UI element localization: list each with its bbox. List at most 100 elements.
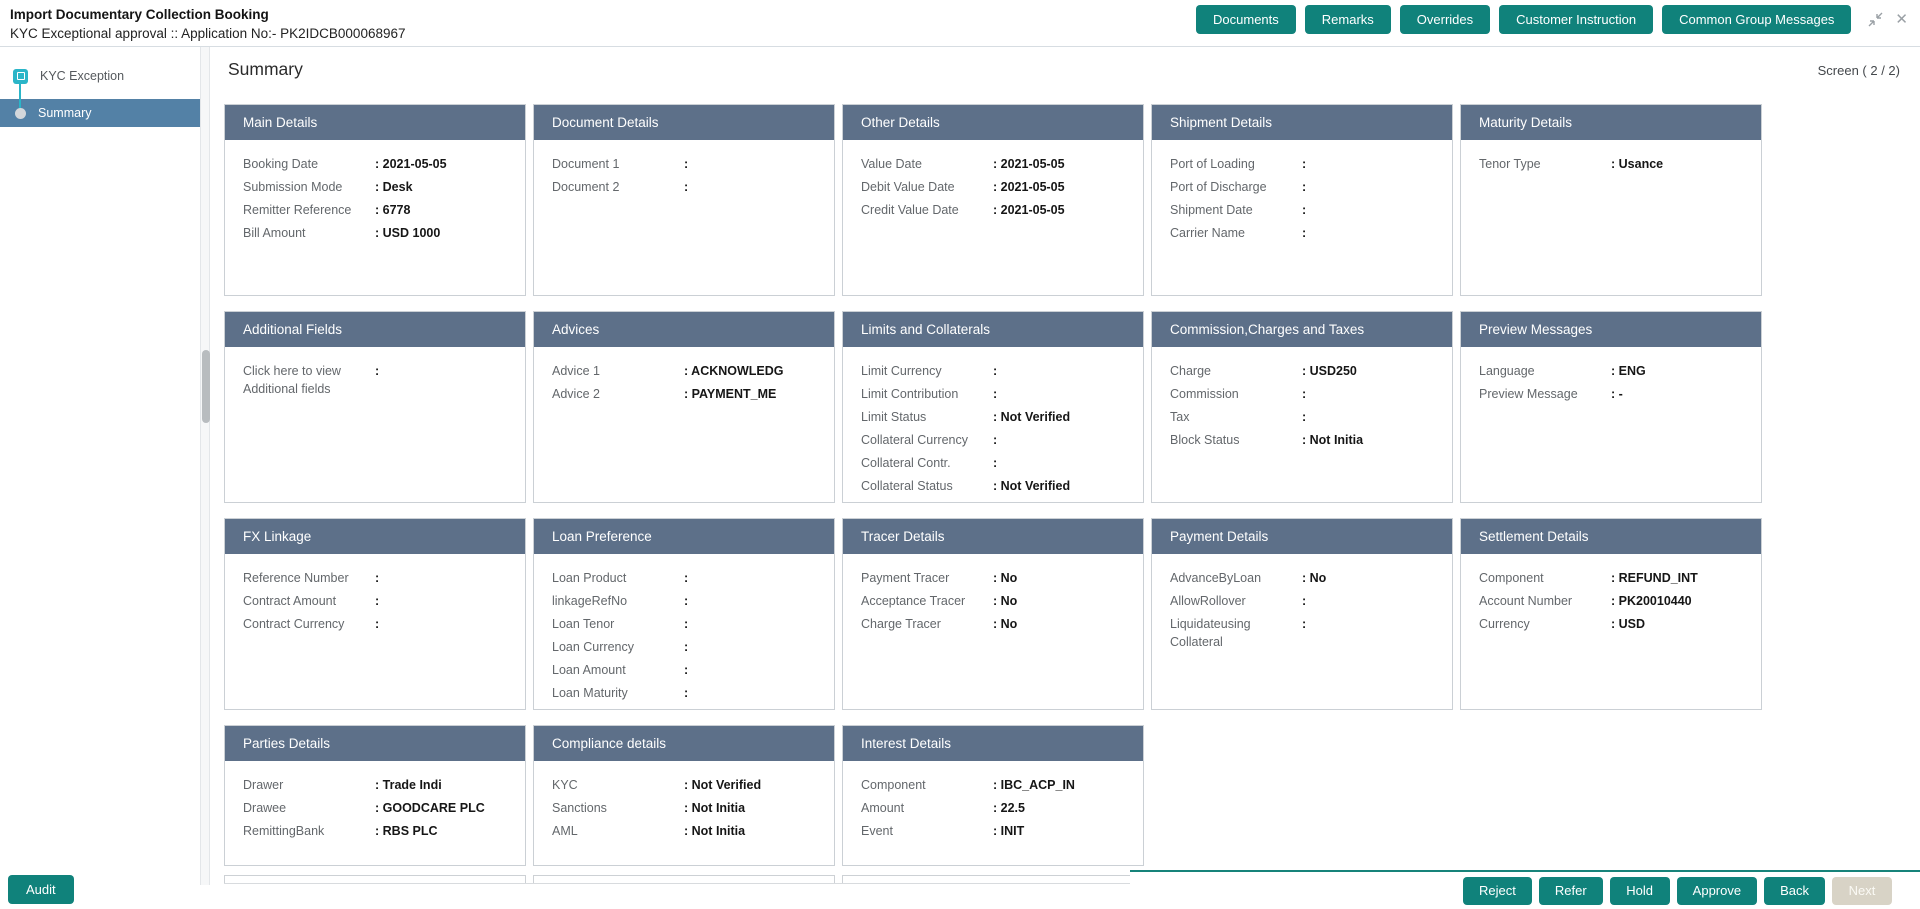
field-value	[375, 362, 383, 398]
card-body: Advice 1 ACKNOWLEDG Advice 2 PAYMENT_ME	[534, 347, 834, 403]
field-row: Shipment Date	[1170, 201, 1442, 219]
audit-button[interactable]: Audit	[8, 875, 74, 904]
field-label: Advice 1	[552, 364, 600, 378]
field-value	[1302, 178, 1310, 196]
field-value	[375, 615, 383, 633]
card-body: Limit Currency Limit Contribution Limit St…	[843, 347, 1143, 495]
card-title: Loan Preference	[534, 519, 834, 554]
field-value	[993, 385, 1001, 403]
field-value: 2021-05-05	[993, 155, 1065, 173]
field-label: Currency	[1479, 617, 1530, 631]
field-row: Block Status Not Initia	[1170, 431, 1442, 449]
field-value	[684, 155, 692, 173]
scrollbar-thumb[interactable]	[201, 350, 210, 423]
card-title: Shipment Details	[1152, 105, 1452, 140]
card-body: Reference Number Contract Amount Contract …	[225, 554, 525, 633]
field-label: Remitter Reference	[243, 203, 352, 217]
field-label: Charge	[1170, 364, 1211, 378]
field-value: -	[1611, 385, 1623, 403]
collapse-icon[interactable]	[1868, 12, 1883, 27]
field-label: Loan Product	[552, 571, 627, 585]
field-value	[1302, 385, 1310, 403]
hold-button[interactable]: Hold	[1609, 876, 1670, 905]
header-actions: Documents Remarks Overrides Customer Instru…	[1196, 5, 1908, 34]
header-button-remarks[interactable]: Remarks	[1304, 5, 1391, 34]
field-label: Event	[861, 824, 893, 838]
field-label: Reference Number	[243, 571, 349, 585]
reject-button[interactable]: Reject	[1463, 876, 1532, 905]
field-label: Language	[1479, 364, 1535, 378]
page-subtitle: KYC Exceptional approval :: Application …	[10, 26, 406, 41]
field-label: Acceptance Tracer	[861, 594, 966, 608]
field-row: Limit Contribution	[861, 385, 1133, 403]
card-title: Payment Details	[1152, 519, 1452, 554]
field-value	[993, 454, 1001, 472]
sidebar-item-summary[interactable]: Summary	[0, 99, 200, 127]
field-value: No	[993, 569, 1018, 587]
field-label: Tenor Type	[1479, 157, 1541, 171]
card-maturity-details: Maturity Details Tenor Type Usance	[1460, 104, 1762, 296]
field-row: Collateral Contr.	[861, 454, 1133, 472]
card-title: Document Details	[534, 105, 834, 140]
field-row: Commission	[1170, 385, 1442, 403]
field-row: Port of Loading	[1170, 155, 1442, 173]
field-label: Component	[1479, 571, 1544, 585]
card-compliance-details: Compliance details KYC Not Verified Sanctio…	[533, 725, 835, 866]
header-button-documents[interactable]: Documents	[1196, 5, 1296, 34]
field-row: Submission Mode Desk	[243, 178, 515, 196]
refer-button[interactable]: Refer	[1538, 876, 1603, 905]
header-button-customer-instruction[interactable]: Customer Instruction	[1499, 5, 1654, 34]
field-label: KYC	[552, 778, 578, 792]
field-value: Desk	[375, 178, 413, 196]
card-body: Drawer Trade Indi Drawee GOODCARE PLC Remitt…	[225, 761, 525, 840]
additional-fields-link[interactable]: Click here to view Additional fields	[243, 364, 341, 396]
cut-card-row	[224, 875, 1900, 884]
field-row: AllowRollover	[1170, 592, 1442, 610]
field-row: AML Not Initia	[552, 822, 824, 840]
field-label: Submission Mode	[243, 180, 343, 194]
sidebar-item-kyc-exception[interactable]: KYC Exception	[0, 61, 200, 91]
content-scrollbar[interactable]	[200, 47, 210, 885]
field-row: Advice 2 PAYMENT_ME	[552, 385, 824, 403]
field-label: Amount	[861, 801, 905, 815]
back-button[interactable]: Back	[1764, 876, 1825, 905]
kyc-exception-step-icon	[13, 68, 28, 84]
card-title: Other Details	[843, 105, 1143, 140]
field-label: Liquidateusing Collateral	[1170, 617, 1251, 649]
field-row: Bill Amount USD 1000	[243, 224, 515, 242]
field-label: Collateral Currency	[861, 433, 968, 447]
card-advices: Advices Advice 1 ACKNOWLEDG Advice 2 PAYMENT…	[533, 311, 835, 503]
header-button-row: Documents Remarks Overrides Customer Instru…	[1196, 5, 1852, 34]
field-row: Charge Tracer No	[861, 615, 1133, 633]
field-value: Not Initia	[684, 799, 745, 817]
field-label: Limit Contribution	[861, 387, 959, 401]
card-body: Click here to view Additional fields	[225, 347, 525, 398]
field-row: Event INIT	[861, 822, 1133, 840]
field-row: Component REFUND_INT	[1479, 569, 1751, 587]
card-preview-messages: Preview Messages Language ENG Preview Messa…	[1460, 311, 1762, 503]
header-button-common-group-messages[interactable]: Common Group Messages	[1662, 5, 1852, 34]
field-label: Loan Maturity	[552, 686, 628, 700]
field-row: Collateral Status Not Verified	[861, 477, 1133, 495]
field-value	[1302, 224, 1310, 242]
field-value	[1302, 408, 1310, 426]
card-title: Settlement Details	[1461, 519, 1761, 554]
field-value	[684, 638, 692, 656]
field-value: USD	[1611, 615, 1645, 633]
field-label: Account Number	[1479, 594, 1573, 608]
field-value	[684, 178, 692, 196]
field-value	[1302, 592, 1310, 610]
field-row: Language ENG	[1479, 362, 1751, 380]
content-header: Summary Screen ( 2 / 2)	[224, 47, 1900, 104]
approve-button[interactable]: Approve	[1676, 876, 1758, 905]
card-grid: Main Details Booking Date 2021-05-05 Submis…	[224, 104, 1900, 866]
header-button-overrides[interactable]: Overrides	[1399, 5, 1491, 34]
sidebar-item-label: Summary	[38, 106, 92, 120]
field-row: Booking Date 2021-05-05	[243, 155, 515, 173]
close-icon[interactable]: ✕	[1895, 11, 1908, 28]
card-title: Commission,Charges and Taxes	[1152, 312, 1452, 347]
field-label: Payment Tracer	[861, 571, 950, 585]
field-row: Carrier Name	[1170, 224, 1442, 242]
field-value: No	[1302, 569, 1327, 587]
